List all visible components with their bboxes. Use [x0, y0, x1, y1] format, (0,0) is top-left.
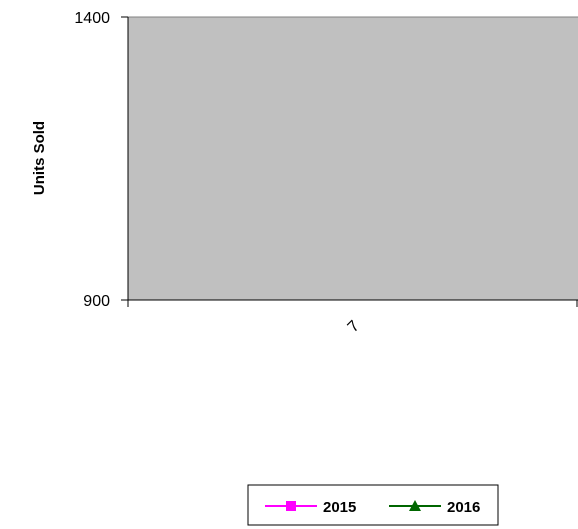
x-tick-label: 7: [345, 318, 363, 336]
legend-label-2015: 2015: [323, 499, 356, 516]
plot-area: [127, 16, 578, 301]
triangle-marker-icon: [409, 500, 421, 511]
square-marker-icon: [286, 501, 296, 511]
y-axis-title: Units Sold: [31, 121, 48, 195]
legend: 2015 2016: [247, 484, 499, 526]
y-tick-label-min: 900: [83, 293, 110, 310]
y-tick-label-max: 1400: [74, 10, 110, 27]
legend-item-2015: 2015: [265, 499, 356, 516]
legend-label-2016: 2016: [447, 499, 480, 516]
legend-item-2016: 2016: [389, 499, 480, 516]
